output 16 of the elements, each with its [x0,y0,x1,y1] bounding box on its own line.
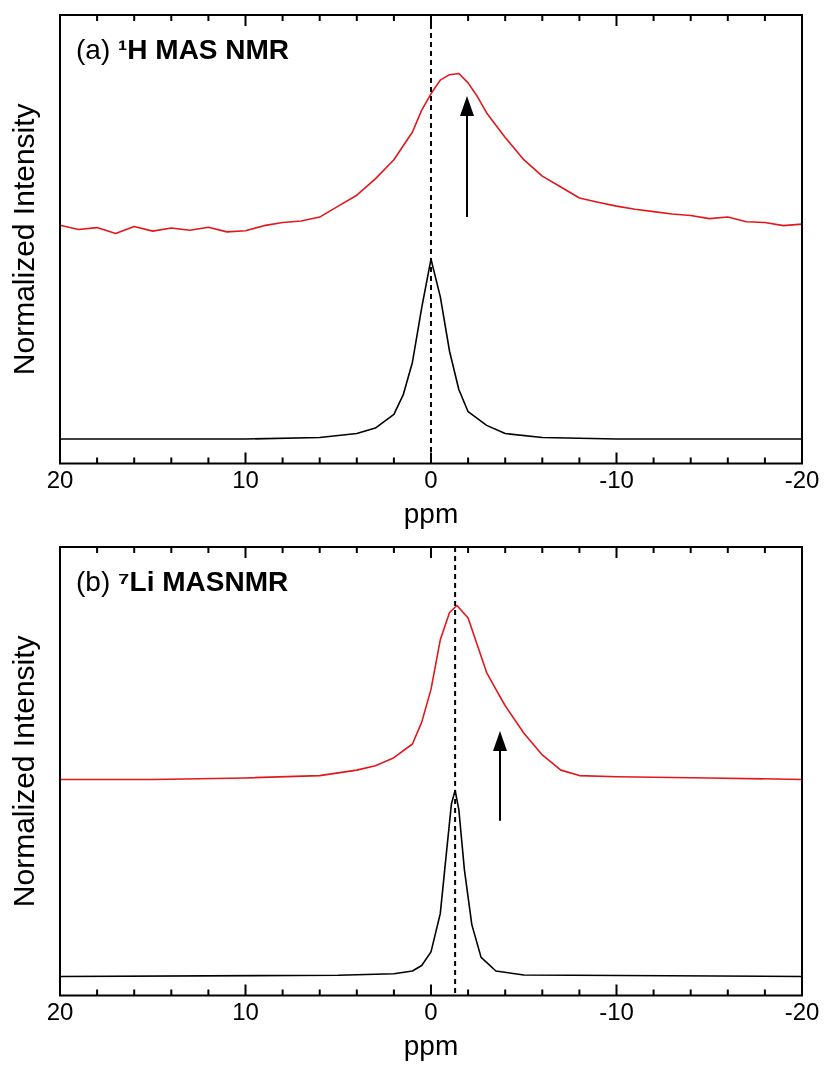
x-tick-label: -20 [784,997,820,1025]
x-tick-label: 20 [46,465,74,493]
chart-title: (b) ⁷Li MASNMR [76,566,289,597]
chart-title: (a) ¹H MAS NMR [76,34,290,65]
x-tick-label: -10 [599,997,634,1025]
x-tick-label: -10 [599,465,634,493]
x-tick-label: 0 [424,465,438,493]
x-tick-label: 20 [46,997,74,1025]
x-tick-label: 10 [232,465,259,493]
x-axis-title: ppm [403,1029,459,1061]
x-tick-label: -20 [784,465,820,493]
x-axis-title: ppm [403,497,459,529]
x-tick-label: 10 [232,997,259,1025]
x-tick-label: 0 [424,997,438,1025]
y-axis-title: Normalized Intensity [7,103,41,376]
y-axis-title: Normalized Intensity [7,635,41,908]
